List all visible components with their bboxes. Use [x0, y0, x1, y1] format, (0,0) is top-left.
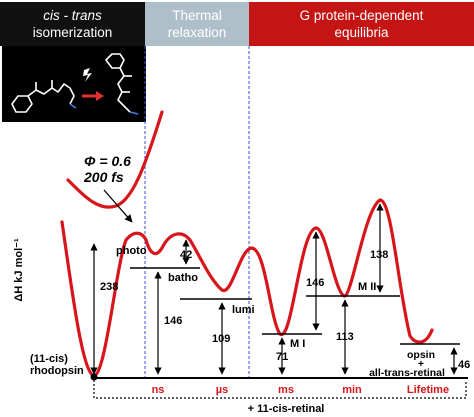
energy-m1: 71	[276, 351, 288, 363]
time-tick-label: ms	[278, 384, 294, 396]
photo-label: photo	[116, 245, 147, 257]
stage-g-protein-header: G protein-dependent equilibria	[249, 2, 474, 46]
energy-batho: 146	[164, 315, 182, 327]
quantum-yield-phi: Φ = 0.6	[84, 153, 131, 169]
cis-retinal-structure-icon	[11, 80, 77, 113]
excited-state-curve	[66, 110, 164, 209]
energy-photo: 238	[100, 281, 118, 293]
stage-g-protein-line1: G protein-dependent	[299, 8, 424, 23]
light-induced-arrow-icon	[82, 68, 104, 101]
time-tick-label: min	[342, 384, 362, 396]
retinal-molecule-illustration	[11, 53, 139, 115]
batho-label: batho	[168, 272, 198, 284]
m2-label: M II	[358, 281, 376, 293]
opsin-label-line3: all-trans-retinal	[369, 367, 445, 379]
time-tick-label: Lifetime	[407, 384, 449, 396]
stage-isomerization-line1: cis - trans	[43, 8, 102, 23]
quantum-yield-time: 200 fs	[83, 169, 124, 185]
stage-g-protein-line2: equilibria	[334, 25, 389, 40]
stage-isomerization-header: cis - trans isomerization	[0, 2, 145, 46]
energy-profile-curve	[60, 198, 434, 378]
stage-thermal-line2: relaxation	[167, 25, 227, 40]
energy-batho-barrier: 42	[180, 249, 192, 261]
energy-m2-barrier: 138	[370, 249, 388, 261]
m1-label: M I	[290, 338, 305, 350]
opsin-label-line1: opsin	[407, 349, 435, 361]
retinal-return-bracket	[93, 380, 467, 399]
stage-isomerization-line2: isomerization	[32, 25, 113, 40]
trans-retinal-structure-icon	[105, 53, 139, 115]
time-tick-label: ns	[152, 384, 165, 396]
retinal-isomerization-inset	[2, 46, 146, 122]
rhodopsin-origin-dot	[90, 373, 98, 381]
energy-lumi: 109	[212, 333, 230, 345]
y-axis-label: ΔH kJ mol⁻¹	[13, 238, 25, 302]
opsin-label-line2: +	[418, 358, 424, 370]
rhodopsin-label-line2: rhodopsin	[30, 365, 84, 377]
energy-m1-barrier: 146	[306, 277, 324, 289]
quantum-yield-pointer	[103, 189, 133, 223]
energy-m2: 113	[336, 331, 354, 343]
time-tick-label: µs	[216, 384, 228, 396]
stage-thermal-relaxation-header: Thermal relaxation	[145, 2, 249, 46]
rhodopsin-label-line1: (11-cis)	[30, 353, 68, 365]
energy-opsin: 46	[458, 359, 470, 371]
lumi-label: lumi	[232, 304, 255, 316]
stage-thermal-line1: Thermal	[172, 8, 222, 23]
retinal-return-label: + 11-cis-retinal	[248, 403, 325, 415]
